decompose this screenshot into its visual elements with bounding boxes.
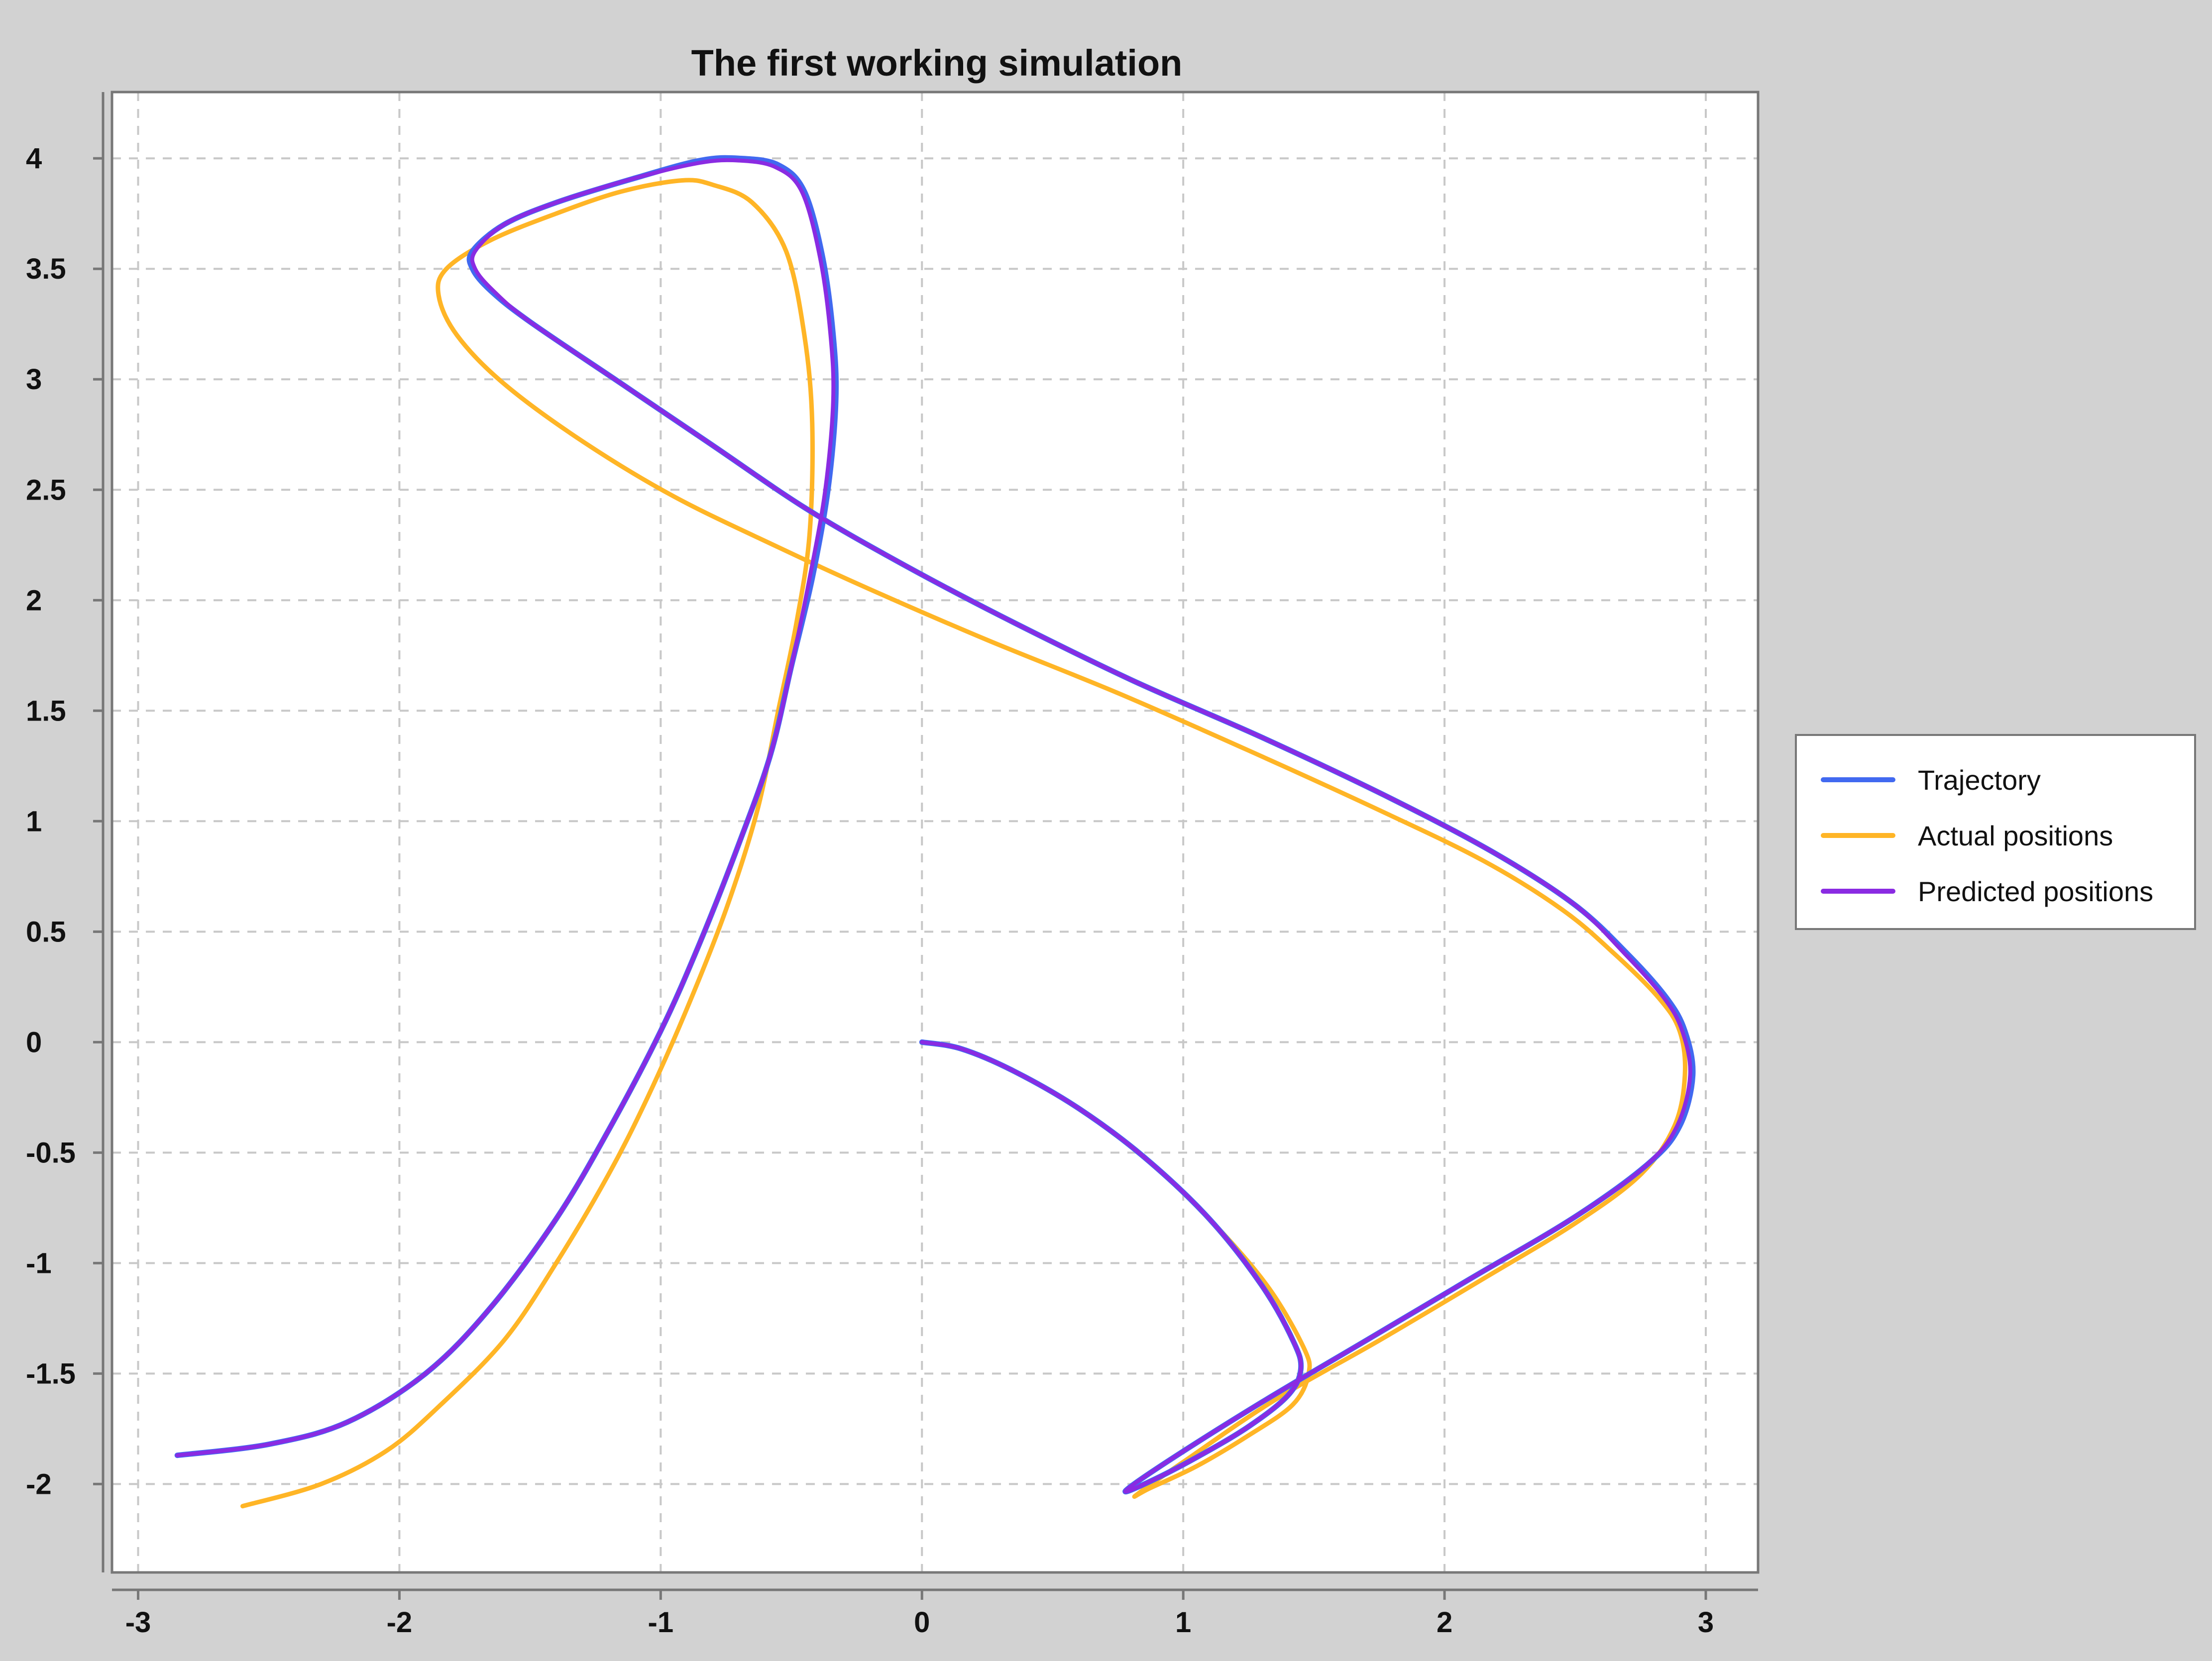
y-tick-label: -0.5 xyxy=(26,1137,76,1169)
series-line-actual-positions xyxy=(240,178,1687,1509)
x-tick-label: 0 xyxy=(914,1606,930,1639)
plot-area: -3 -2 -1 0 1 2 3 -2 -1.5 -1 -0.5 0 0.5 1 1.5 2 2.5 3 3.5 4 xyxy=(26,91,1760,1639)
x-tick-label: 1 xyxy=(1175,1606,1191,1639)
y-tick-label: 2.5 xyxy=(26,474,66,506)
x-tick-label: -3 xyxy=(125,1606,151,1639)
y-tick-label: 1.5 xyxy=(26,695,66,727)
x-tick-label: 2 xyxy=(1437,1606,1452,1639)
legend-label-actual-positions: Actual positions xyxy=(1918,820,2113,851)
y-tick-label: 1 xyxy=(26,805,42,837)
y-tick-label: 2 xyxy=(26,584,42,617)
plot-frame xyxy=(111,91,1760,1574)
x-tick-label: 3 xyxy=(1698,1606,1714,1639)
legend-label-trajectory: Trajectory xyxy=(1918,764,2041,796)
legend-label-predicted-positions: Predicted positions xyxy=(1918,876,2153,907)
chart-title: The first working simulation xyxy=(691,42,1183,84)
plot-background xyxy=(112,92,1758,1572)
y-tick-label: -2 xyxy=(26,1468,52,1500)
y-tick-label: -1.5 xyxy=(26,1357,76,1390)
y-tick-label: -1 xyxy=(26,1247,52,1279)
x-tick-label: -2 xyxy=(387,1606,413,1639)
y-tick-label: 3.5 xyxy=(26,253,66,285)
y-tick-label: 0 xyxy=(26,1026,42,1058)
legend-box xyxy=(1795,734,2196,930)
legend: Trajectory Actual positions Predicted posi… xyxy=(1795,734,2196,930)
x-tick-label: -1 xyxy=(648,1606,674,1639)
series-line-predicted-positions xyxy=(175,158,1692,1494)
y-tick-label: 0.5 xyxy=(26,916,66,948)
y-tick-label: 4 xyxy=(26,142,42,175)
y-tick-label: 3 xyxy=(26,363,42,396)
